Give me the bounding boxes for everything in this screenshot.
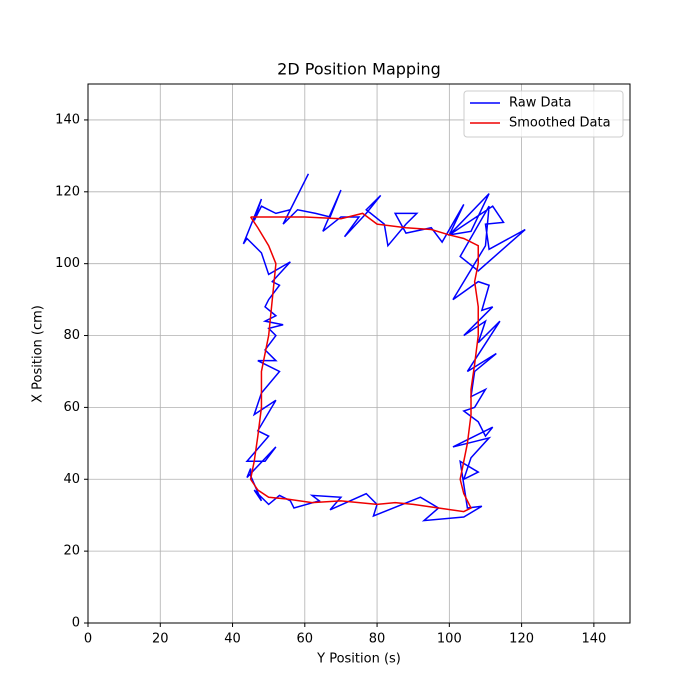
y-tick-label: 140: [55, 112, 80, 127]
x-axis-label: Y Position (s): [316, 652, 401, 667]
plot-frame: [87, 83, 631, 624]
y-tick-label: 0: [72, 616, 80, 631]
legend-box: [463, 90, 624, 138]
legend-label: Raw Data: [509, 96, 572, 111]
y-tick-label: 60: [63, 400, 80, 415]
x-tick-label: 140: [581, 632, 606, 647]
y-tick-label: 100: [55, 256, 80, 271]
y-tick-label: 20: [63, 544, 80, 559]
chart-title: 2D Position Mapping: [277, 60, 441, 79]
x-tick-label: 60: [297, 632, 314, 647]
x-tick-label: 20: [152, 632, 169, 647]
x-tick-label: 40: [224, 632, 241, 647]
y-tick-label: 80: [63, 328, 80, 343]
series-line: [249, 212, 479, 513]
y-tick-label: 120: [55, 184, 80, 199]
y-axis-label: X Position (cm): [31, 305, 46, 403]
x-tick-label: 80: [369, 632, 386, 647]
x-tick-label: 0: [84, 632, 92, 647]
x-tick-label: 120: [509, 632, 534, 647]
legend-label: Smoothed Data: [509, 116, 611, 131]
y-tick-label: 40: [63, 472, 80, 487]
x-tick-label: 100: [437, 632, 462, 647]
